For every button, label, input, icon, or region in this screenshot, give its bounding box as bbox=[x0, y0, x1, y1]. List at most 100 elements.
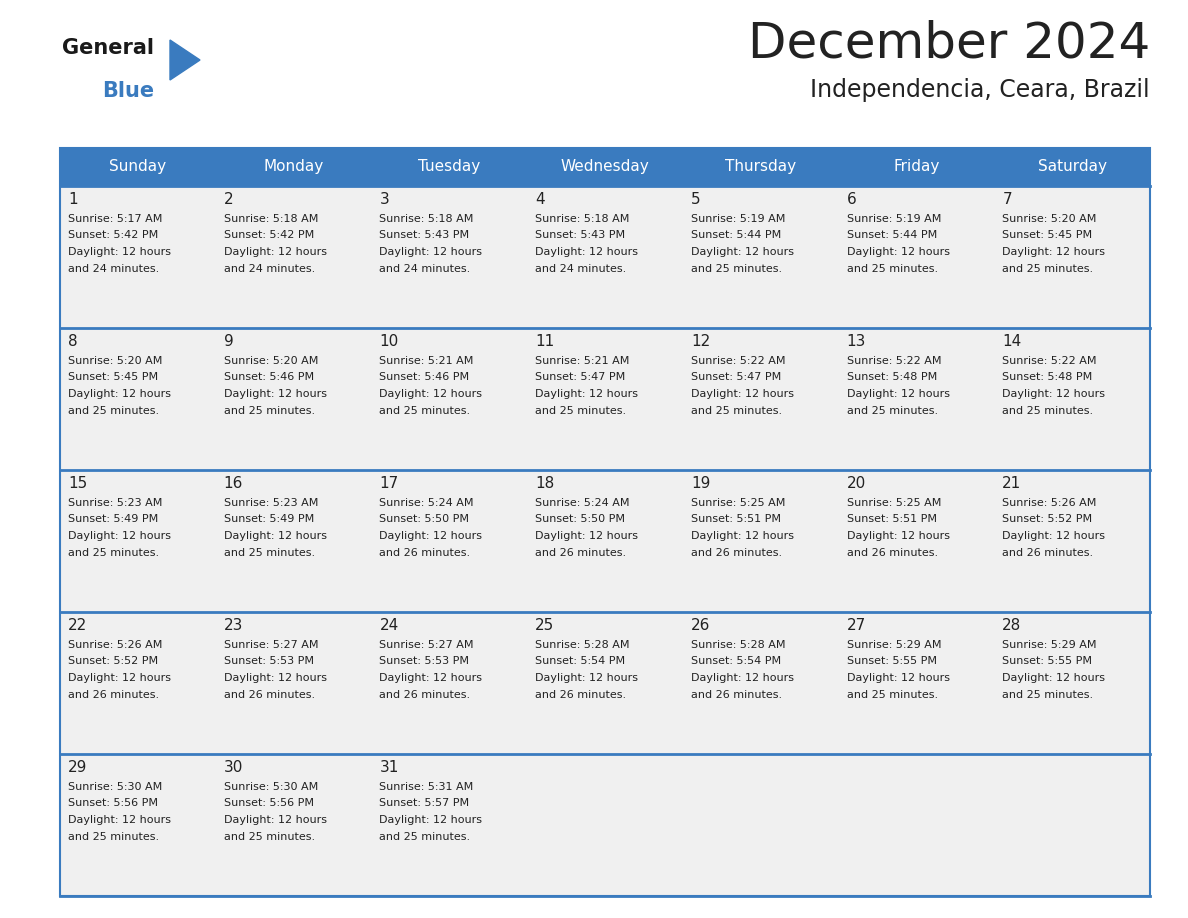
Text: and 24 minutes.: and 24 minutes. bbox=[223, 263, 315, 274]
Text: Sunset: 5:43 PM: Sunset: 5:43 PM bbox=[535, 230, 625, 241]
Text: Daylight: 12 hours: Daylight: 12 hours bbox=[847, 247, 949, 257]
Text: Daylight: 12 hours: Daylight: 12 hours bbox=[1003, 673, 1105, 683]
Bar bbox=[994, 186, 1150, 328]
Text: Daylight: 12 hours: Daylight: 12 hours bbox=[535, 673, 638, 683]
Text: Sunset: 5:44 PM: Sunset: 5:44 PM bbox=[691, 230, 781, 241]
Text: Daylight: 12 hours: Daylight: 12 hours bbox=[379, 247, 482, 257]
Bar bbox=[683, 754, 839, 896]
Text: Daylight: 12 hours: Daylight: 12 hours bbox=[223, 531, 327, 541]
Text: and 25 minutes.: and 25 minutes. bbox=[223, 406, 315, 416]
Text: Sunset: 5:50 PM: Sunset: 5:50 PM bbox=[535, 514, 625, 524]
Text: Daylight: 12 hours: Daylight: 12 hours bbox=[379, 531, 482, 541]
Text: Sunset: 5:56 PM: Sunset: 5:56 PM bbox=[223, 799, 314, 809]
Text: 10: 10 bbox=[379, 334, 399, 349]
Text: Sunset: 5:43 PM: Sunset: 5:43 PM bbox=[379, 230, 469, 241]
Text: Daylight: 12 hours: Daylight: 12 hours bbox=[1003, 389, 1105, 399]
Text: 25: 25 bbox=[535, 618, 555, 633]
Bar bbox=[372, 470, 527, 612]
Text: and 26 minutes.: and 26 minutes. bbox=[691, 547, 782, 557]
Text: Sunset: 5:42 PM: Sunset: 5:42 PM bbox=[68, 230, 158, 241]
Text: 1: 1 bbox=[68, 192, 77, 207]
Text: Sunrise: 5:18 AM: Sunrise: 5:18 AM bbox=[535, 214, 630, 224]
Bar bbox=[61, 186, 216, 328]
Text: 7: 7 bbox=[1003, 192, 1012, 207]
Text: 3: 3 bbox=[379, 192, 390, 207]
Text: Sunrise: 5:25 AM: Sunrise: 5:25 AM bbox=[691, 498, 785, 508]
Bar bbox=[839, 754, 994, 896]
Text: Thursday: Thursday bbox=[725, 160, 796, 174]
Bar bbox=[683, 470, 839, 612]
Text: and 25 minutes.: and 25 minutes. bbox=[223, 547, 315, 557]
Text: Sunset: 5:57 PM: Sunset: 5:57 PM bbox=[379, 799, 469, 809]
Text: Sunset: 5:51 PM: Sunset: 5:51 PM bbox=[847, 514, 936, 524]
Text: Daylight: 12 hours: Daylight: 12 hours bbox=[691, 531, 794, 541]
Text: Daylight: 12 hours: Daylight: 12 hours bbox=[223, 815, 327, 825]
Text: Sunrise: 5:29 AM: Sunrise: 5:29 AM bbox=[1003, 640, 1097, 650]
Text: Sunrise: 5:23 AM: Sunrise: 5:23 AM bbox=[223, 498, 318, 508]
Text: Daylight: 12 hours: Daylight: 12 hours bbox=[68, 815, 171, 825]
Text: and 26 minutes.: and 26 minutes. bbox=[535, 689, 626, 700]
Text: Sunrise: 5:24 AM: Sunrise: 5:24 AM bbox=[379, 498, 474, 508]
Text: Monday: Monday bbox=[264, 160, 323, 174]
Text: Sunset: 5:47 PM: Sunset: 5:47 PM bbox=[691, 373, 781, 383]
Text: Sunrise: 5:18 AM: Sunrise: 5:18 AM bbox=[379, 214, 474, 224]
Bar bbox=[61, 148, 1150, 186]
Text: Sunrise: 5:30 AM: Sunrise: 5:30 AM bbox=[68, 782, 163, 792]
Text: Daylight: 12 hours: Daylight: 12 hours bbox=[1003, 531, 1105, 541]
Text: Daylight: 12 hours: Daylight: 12 hours bbox=[535, 389, 638, 399]
Text: Sunrise: 5:17 AM: Sunrise: 5:17 AM bbox=[68, 214, 163, 224]
Bar bbox=[839, 186, 994, 328]
Text: 16: 16 bbox=[223, 476, 244, 491]
Text: Sunrise: 5:20 AM: Sunrise: 5:20 AM bbox=[68, 356, 163, 366]
Bar bbox=[61, 470, 216, 612]
Text: Sunrise: 5:21 AM: Sunrise: 5:21 AM bbox=[535, 356, 630, 366]
Bar bbox=[683, 328, 839, 470]
Text: Sunrise: 5:19 AM: Sunrise: 5:19 AM bbox=[691, 214, 785, 224]
Text: Sunset: 5:46 PM: Sunset: 5:46 PM bbox=[379, 373, 469, 383]
Text: 12: 12 bbox=[691, 334, 710, 349]
Bar bbox=[61, 612, 216, 754]
Bar bbox=[994, 754, 1150, 896]
Bar bbox=[61, 754, 216, 896]
Text: Saturday: Saturday bbox=[1037, 160, 1107, 174]
Text: Sunset: 5:55 PM: Sunset: 5:55 PM bbox=[847, 656, 936, 666]
Text: 9: 9 bbox=[223, 334, 234, 349]
Text: Sunset: 5:53 PM: Sunset: 5:53 PM bbox=[223, 656, 314, 666]
Text: Sunrise: 5:22 AM: Sunrise: 5:22 AM bbox=[691, 356, 785, 366]
Text: Sunrise: 5:27 AM: Sunrise: 5:27 AM bbox=[379, 640, 474, 650]
Text: 30: 30 bbox=[223, 760, 244, 775]
Text: Sunset: 5:44 PM: Sunset: 5:44 PM bbox=[847, 230, 937, 241]
Text: 31: 31 bbox=[379, 760, 399, 775]
Bar bbox=[216, 470, 372, 612]
Bar bbox=[527, 612, 683, 754]
Text: Sunset: 5:55 PM: Sunset: 5:55 PM bbox=[1003, 656, 1092, 666]
Text: Daylight: 12 hours: Daylight: 12 hours bbox=[68, 389, 171, 399]
Bar bbox=[527, 754, 683, 896]
Text: and 26 minutes.: and 26 minutes. bbox=[379, 547, 470, 557]
Bar bbox=[839, 328, 994, 470]
Text: December 2024: December 2024 bbox=[747, 20, 1150, 68]
Text: Sunset: 5:49 PM: Sunset: 5:49 PM bbox=[68, 514, 158, 524]
Text: 20: 20 bbox=[847, 476, 866, 491]
Text: Sunset: 5:45 PM: Sunset: 5:45 PM bbox=[68, 373, 158, 383]
Text: and 25 minutes.: and 25 minutes. bbox=[1003, 406, 1093, 416]
Text: Daylight: 12 hours: Daylight: 12 hours bbox=[223, 673, 327, 683]
Text: Sunset: 5:48 PM: Sunset: 5:48 PM bbox=[1003, 373, 1093, 383]
Text: 2: 2 bbox=[223, 192, 233, 207]
Text: 29: 29 bbox=[68, 760, 88, 775]
Text: Sunset: 5:49 PM: Sunset: 5:49 PM bbox=[223, 514, 314, 524]
Text: Sunset: 5:42 PM: Sunset: 5:42 PM bbox=[223, 230, 314, 241]
Text: Daylight: 12 hours: Daylight: 12 hours bbox=[68, 673, 171, 683]
Text: 13: 13 bbox=[847, 334, 866, 349]
Text: 8: 8 bbox=[68, 334, 77, 349]
Text: Daylight: 12 hours: Daylight: 12 hours bbox=[68, 247, 171, 257]
Text: Sunset: 5:54 PM: Sunset: 5:54 PM bbox=[691, 656, 781, 666]
Text: and 26 minutes.: and 26 minutes. bbox=[847, 547, 937, 557]
Text: Sunrise: 5:29 AM: Sunrise: 5:29 AM bbox=[847, 640, 941, 650]
Text: Daylight: 12 hours: Daylight: 12 hours bbox=[223, 389, 327, 399]
Text: Daylight: 12 hours: Daylight: 12 hours bbox=[847, 389, 949, 399]
Bar bbox=[372, 328, 527, 470]
Text: Sunset: 5:45 PM: Sunset: 5:45 PM bbox=[1003, 230, 1093, 241]
Text: and 25 minutes.: and 25 minutes. bbox=[847, 263, 937, 274]
Text: Sunset: 5:52 PM: Sunset: 5:52 PM bbox=[1003, 514, 1093, 524]
